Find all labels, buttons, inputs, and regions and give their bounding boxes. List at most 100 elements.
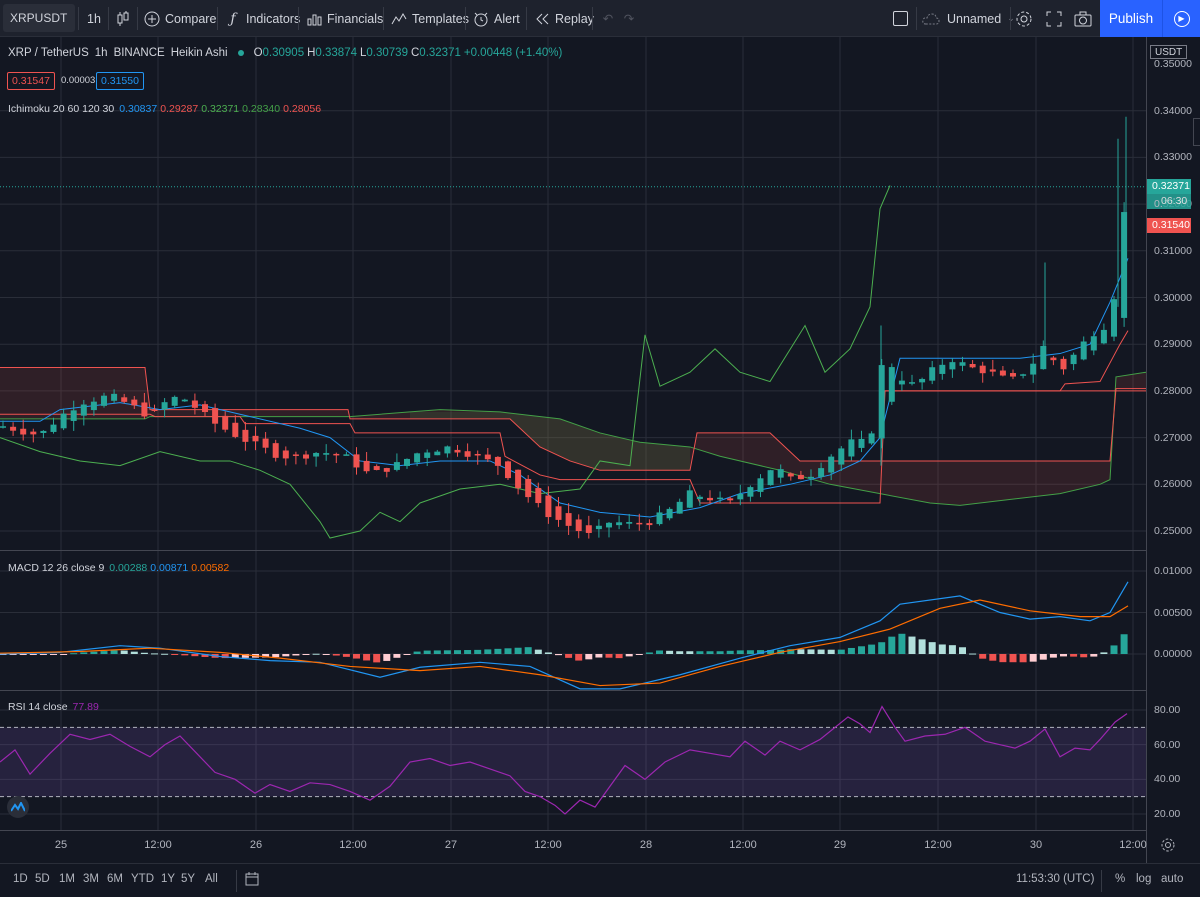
percent-toggle[interactable]: % (1115, 873, 1126, 885)
kumo-fill-bullish (410, 411, 690, 471)
bottom-toolbar: 1D 5D 1M 3M 6M YTD 1Y 5Y All 11:53:30 (UTC) % lo… (0, 863, 1200, 897)
fullscreen-button[interactable] (1045, 0, 1067, 37)
legend-style: Heikin Ashi (170, 47, 228, 59)
ichimoku-lagging-value: 0.32371 (201, 103, 240, 115)
macd-histogram-bar (504, 648, 512, 654)
range-button-ytd[interactable]: YTD (131, 873, 154, 885)
price-tick-label: 0.28000 (1154, 384, 1192, 397)
interval-button[interactable]: 1h (87, 0, 101, 37)
ha-candle-body (141, 402, 148, 417)
h-label: H (307, 47, 316, 59)
ha-candle-body (383, 468, 390, 472)
macd-histogram-bar (706, 651, 714, 654)
alert-button[interactable]: Alert (472, 0, 520, 37)
axis-scroll-indicator[interactable] (1193, 118, 1200, 146)
gear-icon (1161, 838, 1175, 852)
rsi-tick-label: 80.00 (1154, 704, 1181, 716)
ha-candle-body (292, 454, 299, 456)
macd-histogram-bar (1029, 654, 1037, 662)
ha-candle-body (535, 488, 542, 504)
log-toggle[interactable]: log (1136, 873, 1152, 885)
layout-menu[interactable]: Unnamed ⌄ (922, 0, 1015, 37)
replay-label: Replay (555, 11, 594, 26)
macd-legend[interactable]: MACD 12 26 close 9 0.00288 0.00871 0.005… (8, 562, 232, 574)
chart-canvas[interactable] (0, 37, 1200, 863)
financials-button[interactable]: Financials (305, 0, 383, 37)
sell-button[interactable]: 0.31547 (7, 72, 55, 90)
settings-button[interactable] (1015, 0, 1037, 37)
macd-histogram-bar (827, 649, 835, 654)
ha-candle-body (979, 365, 986, 374)
range-button-5d[interactable]: 5D (35, 873, 50, 885)
buy-button[interactable]: 0.31550 (96, 72, 144, 90)
macd-histogram-bar (524, 647, 532, 654)
sell-price: 0.31547 (12, 75, 50, 87)
ha-candle-body (545, 495, 552, 518)
ichimoku-legend[interactable]: Ichimoku 20 60 120 30 0.30837 0.29287 0.… (8, 103, 324, 115)
macd-plot (0, 581, 1129, 690)
spread-value: 0.00003 (61, 75, 96, 86)
chart-type-button[interactable] (114, 0, 136, 37)
utc-clock[interactable]: 11:53:30 (UTC) (1016, 873, 1095, 885)
macd-histogram-bar (605, 654, 613, 658)
range-button-all[interactable]: All (205, 873, 218, 885)
redo-button[interactable]: ↷ (620, 0, 642, 37)
rewind-icon (533, 10, 551, 28)
ha-candle-body (232, 422, 239, 437)
ichimoku-base-line (880, 330, 1129, 392)
templates-icon (390, 10, 408, 28)
time-tick-label: 30 (1029, 839, 1043, 851)
goto-date-button[interactable] (244, 871, 260, 890)
indicators-button[interactable]: ƒ Indicators (224, 0, 300, 37)
auto-toggle[interactable]: auto (1161, 873, 1184, 885)
symbol-search[interactable]: XRPUSDT (3, 4, 75, 32)
toolbar-divider (465, 7, 466, 30)
ha-candle-body (707, 497, 713, 501)
undo-button[interactable]: ↶ (599, 0, 621, 37)
ha-candle-body (0, 426, 6, 428)
camera-icon (1074, 10, 1092, 28)
toolbar-divider (1010, 7, 1011, 30)
ha-candle-body (1121, 212, 1128, 318)
tradingview-logo[interactable] (7, 796, 29, 818)
macd-histogram-bar (140, 652, 148, 654)
range-button-1m[interactable]: 1M (59, 873, 75, 885)
range-button-5y[interactable]: 5Y (181, 873, 196, 885)
last-price-tag: 0.32371 (1147, 179, 1191, 194)
undo-icon: ↶ (602, 12, 614, 26)
macd-histogram-bar (302, 654, 310, 655)
currency-label[interactable]: USDT (1150, 45, 1188, 59)
publish-button[interactable]: Publish (1100, 0, 1162, 37)
fullscreen-toggle[interactable] (893, 0, 908, 37)
range-button-6m[interactable]: 6M (107, 873, 123, 885)
macd-histogram-bar (1009, 654, 1017, 663)
settings-gear-button[interactable] (1160, 837, 1176, 853)
replay-button[interactable]: Replay (533, 0, 594, 37)
ha-candle-body (565, 513, 572, 526)
macd-histogram-bar (807, 649, 815, 654)
alert-label: Alert (494, 11, 520, 26)
pane-divider[interactable] (0, 550, 1147, 551)
publish-menu-button[interactable]: ▶ (1162, 0, 1200, 37)
pane-divider[interactable] (0, 690, 1147, 691)
templates-button[interactable]: Templates (390, 0, 469, 37)
rsi-band-fill (0, 727, 1146, 797)
macd-histogram-bar (989, 654, 997, 661)
macd-histogram-bar (787, 649, 795, 654)
chart-grid (0, 37, 1146, 830)
compare-button[interactable]: Compare (143, 0, 216, 37)
macd-histogram-bar (928, 642, 936, 654)
range-button-3m[interactable]: 3M (83, 873, 99, 885)
ha-candle-body (30, 431, 37, 435)
rsi-legend[interactable]: RSI 14 close 77.89 (8, 701, 102, 713)
symbol-title[interactable]: XRP / TetherUS (8, 47, 89, 59)
snapshot-button[interactable] (1074, 0, 1096, 37)
range-button-1d[interactable]: 1D (13, 873, 28, 885)
time-tick-label: 26 (249, 839, 263, 851)
macd-label: MACD 12 26 close 9 (8, 562, 105, 574)
range-button-1y[interactable]: 1Y (161, 873, 176, 885)
toolbar-divider (916, 7, 917, 30)
rsi-tick-label: 40.00 (1154, 773, 1181, 786)
ha-candle-body (656, 512, 663, 525)
ha-candle-body (515, 469, 522, 489)
